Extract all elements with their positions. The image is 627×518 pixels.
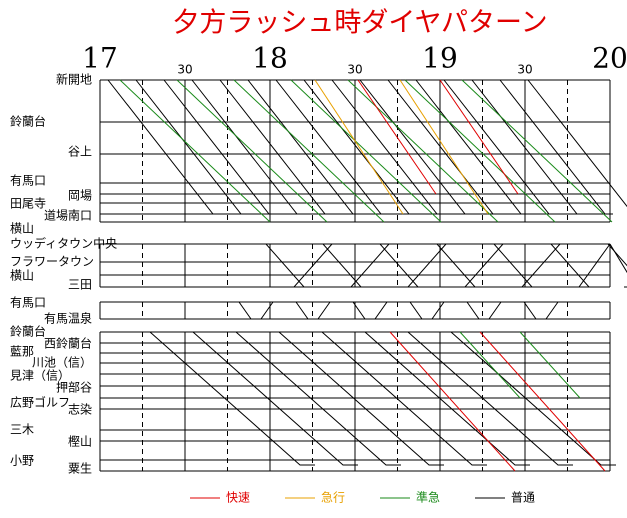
station-label: 小野 [10,454,34,468]
train-line [247,79,361,215]
station-label: 有馬口 [10,296,46,310]
train-line [347,79,499,223]
train-line [567,243,611,288]
station-label: 見津（信） [10,369,70,383]
legend-label: 快速 [226,491,250,505]
train-line [219,79,333,215]
train-line [252,243,312,288]
train-line [225,301,274,320]
train-line [290,79,442,223]
station-label: 三木 [10,423,34,437]
train-line [278,331,444,466]
train-line [314,79,404,215]
station-label: 川池（信） [32,356,92,370]
train-line [149,331,315,466]
station-label: 押部谷 [56,380,92,395]
train-line [443,79,557,215]
train-line [282,301,331,320]
train-line [331,79,445,215]
station-label: 谷上 [68,145,92,159]
train-line [471,79,585,215]
station-label: 有馬温泉 [44,312,92,326]
station-label: 志染 [68,402,92,417]
train-line [407,331,573,466]
train-line [499,79,613,215]
train-line [453,301,502,320]
station-label: 樫山 [68,434,92,449]
train-line [510,243,561,288]
train-line [450,331,616,466]
train-line [235,331,401,466]
train-line [321,331,487,466]
train-line [594,243,627,267]
minute-label: 30 [517,63,532,77]
train-line [339,243,390,288]
legend-label: 急行 [321,490,345,505]
station-label: ウッディタウン中央 [10,236,117,251]
station-label: 横山 [10,222,34,236]
train-line [339,301,388,320]
train-line [387,79,501,215]
legend-label: 普通 [511,491,535,505]
train-line [282,243,333,288]
hour-label: 17 [82,42,118,75]
train-line [461,79,613,223]
title: 夕方ラッシュ時ダイヤパターン [172,8,547,39]
station-label: 三田 [68,278,92,292]
train-line [479,331,606,472]
station-label: 田尾寺 [10,197,46,211]
legend-label: 準急 [416,490,440,505]
station-label: 横山 [10,269,34,283]
station-label: 道場南口 [44,208,92,223]
station-label: 岡場 [68,189,92,203]
train-line [439,79,519,195]
train-line [191,79,305,215]
minute-label: 30 [177,63,192,77]
train-line [366,243,426,288]
train-line [303,79,417,215]
train-line [609,243,627,288]
station-label: 広野ゴルフ [10,395,70,410]
train-line [163,79,277,215]
train-line [404,79,556,223]
station-label: 有馬口 [10,174,46,188]
train-line [107,79,221,215]
train-line [399,79,489,215]
train-line [176,79,328,223]
train-line [396,243,447,288]
hour-label: 19 [422,42,458,75]
train-line [389,331,516,472]
hour-label: 18 [252,42,288,75]
train-line [364,331,530,466]
train-line [510,301,559,320]
train-line [537,243,597,288]
train-line [357,79,437,195]
train-line [233,79,385,223]
minute-label: 30 [347,63,362,77]
train-line [119,79,271,223]
train-line [459,331,521,399]
train-line [192,331,358,466]
station-label: フラワータウン [10,255,94,269]
train-line [275,79,389,215]
train-line [135,79,249,215]
train-line [396,301,445,320]
train-line [415,79,529,215]
train-line [519,331,581,399]
train-line [527,79,627,208]
hour-label: 20 [592,42,627,75]
station-label: 藍那 [10,345,34,359]
train-line [480,243,540,288]
station-label: 西鈴蘭台 [44,336,92,351]
station-label: 粟生 [68,462,92,476]
station-label: 鈴蘭台 [10,324,46,339]
train-line [453,243,504,288]
train-line [309,243,369,288]
station-label: 鈴蘭台 [10,114,46,129]
station-label: 新開地 [56,72,92,87]
train-line [423,243,483,288]
